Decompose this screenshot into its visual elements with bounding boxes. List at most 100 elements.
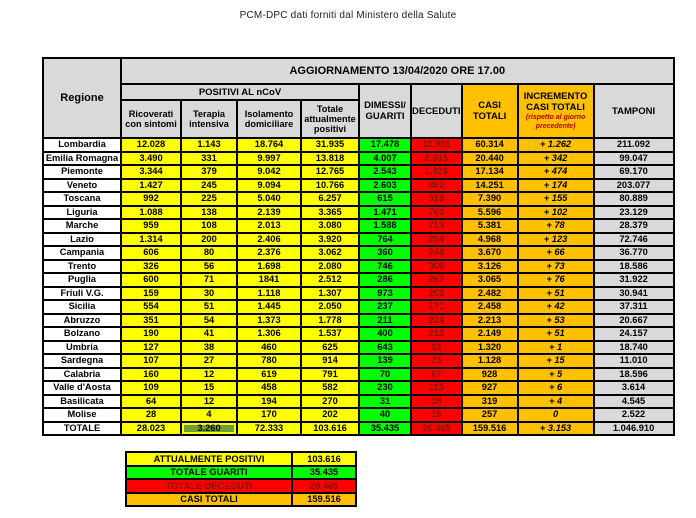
cell-terapia-intensiva: 51	[180, 299, 238, 315]
cell-ricoverati-con-sintomi: 107	[120, 353, 182, 369]
cell-totale-attualmente-positivi: 103.616	[300, 420, 360, 436]
cell-isolamento-domiciliare: 2.013	[236, 218, 302, 234]
cell-casi-totali: 3.126	[460, 258, 519, 274]
cell-incremento-casi-totali: + 5	[516, 366, 595, 382]
region-name: Umbria	[42, 339, 122, 355]
legend-value-totale-guariti: 35.435	[291, 464, 357, 480]
cell-terapia-intensiva: 71	[180, 272, 238, 288]
cell-incremento-casi-totali: + 76	[516, 272, 595, 288]
cell-deceduti: 171	[410, 299, 463, 315]
table-row: Lazio 1.314 200 2.406 3.920 764 284 4.968 + 123 7…	[42, 231, 675, 247]
cell-tamponi: 4.545	[592, 393, 675, 409]
cell-tamponi: 72.746	[592, 231, 675, 247]
cell-deceduti: 202	[410, 285, 463, 301]
cell-casi-totali: 3.065	[460, 272, 519, 288]
cell-terapia-intensiva: 379	[180, 164, 238, 180]
col-header-ricoverati: Ricoverati con sintomi	[120, 99, 182, 139]
cell-incremento-casi-totali: + 53	[516, 312, 595, 328]
cell-tamponi: 203.077	[592, 177, 675, 193]
cell-dimessi-guariti: 35.435	[358, 420, 412, 436]
cell-totale-attualmente-positivi: 3.062	[300, 245, 360, 261]
cell-terapia-intensiva: 4	[180, 407, 238, 423]
region-name: Marche	[42, 218, 122, 234]
cell-totale-attualmente-positivi: 625	[300, 339, 360, 355]
cell-terapia-intensiva: 12	[180, 366, 238, 382]
cell-tamponi: 24.157	[592, 326, 675, 342]
cell-tamponi: 18.596	[592, 366, 675, 382]
cell-casi-totali: 7.390	[460, 191, 519, 207]
cell-tamponi: 2.522	[592, 407, 675, 423]
cell-tamponi: 3.614	[592, 380, 675, 396]
cell-incremento-casi-totali: + 174	[516, 177, 595, 193]
positivi-group-header: POSITIVI AL nCoV	[120, 83, 360, 101]
cell-dimessi-guariti: 643	[358, 339, 412, 355]
cell-ricoverati-con-sintomi: 12.028	[120, 137, 182, 153]
region-name: Abruzzo	[42, 312, 122, 328]
cell-ricoverati-con-sintomi: 127	[120, 339, 182, 355]
cell-dimessi-guariti: 31	[358, 393, 412, 409]
cell-isolamento-domiciliare: 2.139	[236, 204, 302, 220]
legend-body: ATTUALMENTE POSITIVI 103.616 TOTALE GUARIT…	[125, 451, 357, 507]
cell-ricoverati-con-sintomi: 1.314	[120, 231, 182, 247]
cell-dimessi-guariti: 211	[358, 312, 412, 328]
cell-dimessi-guariti: 746	[358, 258, 412, 274]
cell-dimessi-guariti: 400	[358, 326, 412, 342]
cell-ricoverati-con-sintomi: 1.427	[120, 177, 182, 193]
cell-totale-attualmente-positivi: 914	[300, 353, 360, 369]
cell-tamponi: 37.311	[592, 299, 675, 315]
cell-dimessi-guariti: 40	[358, 407, 412, 423]
legend-row-totale-deceduti: TOTALE DECEDUTI 20.465	[125, 478, 357, 494]
cell-dimessi-guariti: 615	[358, 191, 412, 207]
cell-isolamento-domiciliare: 1841	[236, 272, 302, 288]
cell-isolamento-domiciliare: 18.764	[236, 137, 302, 153]
cell-isolamento-domiciliare: 1.118	[236, 285, 302, 301]
cell-totale-attualmente-positivi: 1.537	[300, 326, 360, 342]
cell-ricoverati-con-sintomi: 600	[120, 272, 182, 288]
cell-dimessi-guariti: 17.478	[358, 137, 412, 153]
region-name: Friuli V.G.	[42, 285, 122, 301]
cell-tamponi: 36.770	[592, 245, 675, 261]
region-name: Puglia	[42, 272, 122, 288]
cell-totale-attualmente-positivi: 202	[300, 407, 360, 423]
cell-ricoverati-con-sintomi: 159	[120, 285, 182, 301]
table-row: Campania 606 80 2.376 3.062 360 248 3.670 + 66 36…	[42, 245, 675, 261]
table-row: Trento 326 56 1.698 2.080 746 300 3.126 + 73 18.5…	[42, 258, 675, 274]
region-name: Trento	[42, 258, 122, 274]
cell-incremento-casi-totali: + 1.262	[516, 137, 595, 153]
table-row: Abruzzo 351 54 1.373 1.778 211 224 2.213 + 53 20.…	[42, 312, 675, 328]
region-name: Sardegna	[42, 353, 122, 369]
cell-dimessi-guariti: 2.543	[358, 164, 412, 180]
cell-terapia-intensiva: 138	[180, 204, 238, 220]
cell-dimessi-guariti: 973	[358, 285, 412, 301]
cell-ricoverati-con-sintomi: 959	[120, 218, 182, 234]
cell-totale-attualmente-positivi: 1.778	[300, 312, 360, 328]
cell-casi-totali: 14.251	[460, 177, 519, 193]
cell-isolamento-domiciliare: 460	[236, 339, 302, 355]
col-header-dimessi-guariti: DIMESSI/ GUARITI	[358, 83, 412, 139]
legend-label-totale-deceduti: TOTALE DECEDUTI	[125, 478, 293, 494]
cell-totale-attualmente-positivi: 2.512	[300, 272, 360, 288]
cell-incremento-casi-totali: + 3.153	[516, 420, 595, 436]
cell-deceduti: 1.826	[410, 164, 463, 180]
cell-dimessi-guariti: 286	[358, 272, 412, 288]
cell-tamponi: 30.941	[592, 285, 675, 301]
cell-totale-attualmente-positivi: 791	[300, 366, 360, 382]
cell-deceduti: 248	[410, 245, 463, 261]
cell-ricoverati-con-sintomi: 3.344	[120, 164, 182, 180]
region-name: TOTALE	[42, 420, 122, 436]
cell-ricoverati-con-sintomi: 28	[120, 407, 182, 423]
cell-tamponi: 211.092	[592, 137, 675, 153]
cell-isolamento-domiciliare: 1.445	[236, 299, 302, 315]
cell-casi-totali: 2.482	[460, 285, 519, 301]
cell-deceduti: 267	[410, 272, 463, 288]
cell-isolamento-domiciliare: 9.094	[236, 177, 302, 193]
cell-casi-totali: 2.213	[460, 312, 519, 328]
cell-terapia-intensiva: 38	[180, 339, 238, 355]
cell-dimessi-guariti: 360	[358, 245, 412, 261]
cell-deceduti: 75	[410, 353, 463, 369]
legend-value-attualmente-positivi: 103.616	[291, 451, 357, 467]
cell-dimessi-guariti: 1.471	[358, 204, 412, 220]
cell-totale-attualmente-positivi: 582	[300, 380, 360, 396]
cell-isolamento-domiciliare: 72.333	[236, 420, 302, 436]
cell-deceduti: 300	[410, 258, 463, 274]
